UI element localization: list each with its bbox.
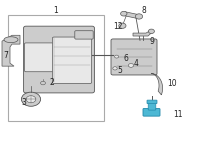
FancyBboxPatch shape <box>52 37 92 83</box>
Text: 11: 11 <box>173 110 183 119</box>
Text: 6: 6 <box>124 54 128 63</box>
Circle shape <box>21 92 41 106</box>
Text: 5: 5 <box>118 66 122 75</box>
Polygon shape <box>123 12 139 18</box>
Circle shape <box>115 55 119 58</box>
FancyBboxPatch shape <box>143 108 160 116</box>
Polygon shape <box>133 30 152 36</box>
FancyBboxPatch shape <box>147 100 157 104</box>
Text: 9: 9 <box>150 37 154 46</box>
Circle shape <box>128 64 134 67</box>
Text: 7: 7 <box>4 51 8 60</box>
Ellipse shape <box>4 37 18 43</box>
FancyBboxPatch shape <box>24 26 94 93</box>
Text: 10: 10 <box>167 79 177 88</box>
Circle shape <box>121 11 127 16</box>
FancyBboxPatch shape <box>75 31 93 39</box>
Circle shape <box>135 14 143 19</box>
Circle shape <box>148 29 154 34</box>
Text: 1: 1 <box>54 6 58 15</box>
Bar <box>8 15 104 121</box>
Text: 12: 12 <box>113 22 123 31</box>
Circle shape <box>113 67 117 70</box>
Text: 2: 2 <box>50 78 54 87</box>
Polygon shape <box>151 74 163 95</box>
Polygon shape <box>2 35 20 66</box>
Text: 8: 8 <box>142 6 146 15</box>
Text: 4: 4 <box>134 59 138 68</box>
Circle shape <box>119 23 126 28</box>
Text: 3: 3 <box>22 98 26 107</box>
Circle shape <box>41 81 45 85</box>
Circle shape <box>26 96 36 103</box>
FancyBboxPatch shape <box>148 102 156 110</box>
FancyBboxPatch shape <box>24 43 54 72</box>
FancyBboxPatch shape <box>111 39 157 75</box>
